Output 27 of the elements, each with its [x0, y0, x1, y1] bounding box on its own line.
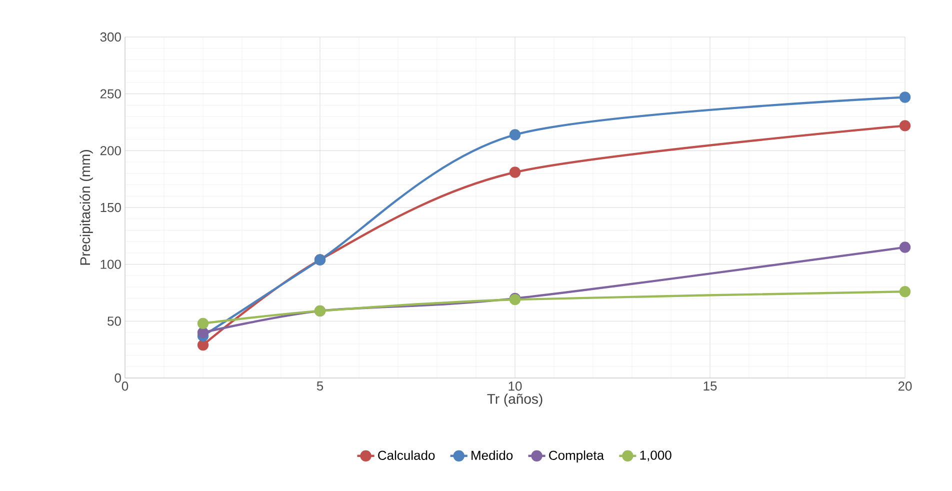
x-tick-label: 20: [898, 382, 912, 391]
point: [197, 339, 209, 351]
point: [899, 92, 911, 103]
point: [197, 326, 209, 338]
point: [899, 286, 911, 298]
legend-label: Completa: [549, 450, 604, 463]
point: [899, 242, 911, 253]
y-tick-label: 50: [108, 316, 121, 326]
x-tick-label: 10: [508, 382, 522, 391]
y-tick-label: 150: [100, 202, 121, 212]
legend-label: Calculado: [378, 450, 435, 460]
point: [197, 318, 209, 330]
x-tick-label: 5: [316, 382, 324, 391]
point: [509, 129, 521, 140]
legend-label: Medido: [472, 450, 513, 460]
x-axis-title: Tr (años): [487, 394, 542, 407]
legend-label: 1,000: [640, 450, 672, 462]
point: [509, 166, 521, 178]
y-tick-label: 200: [100, 146, 121, 156]
y-tick-label: 0: [114, 373, 121, 383]
y-tick-label: 300: [100, 32, 121, 42]
y-axis-title: Precipitación (mm): [80, 150, 93, 265]
y-tick-label: 100: [100, 260, 121, 269]
x-tick-label: 15: [704, 382, 717, 391]
y-tick-label: 250: [100, 89, 121, 98]
x-tick-label: 0: [122, 382, 128, 391]
point: [899, 120, 911, 132]
